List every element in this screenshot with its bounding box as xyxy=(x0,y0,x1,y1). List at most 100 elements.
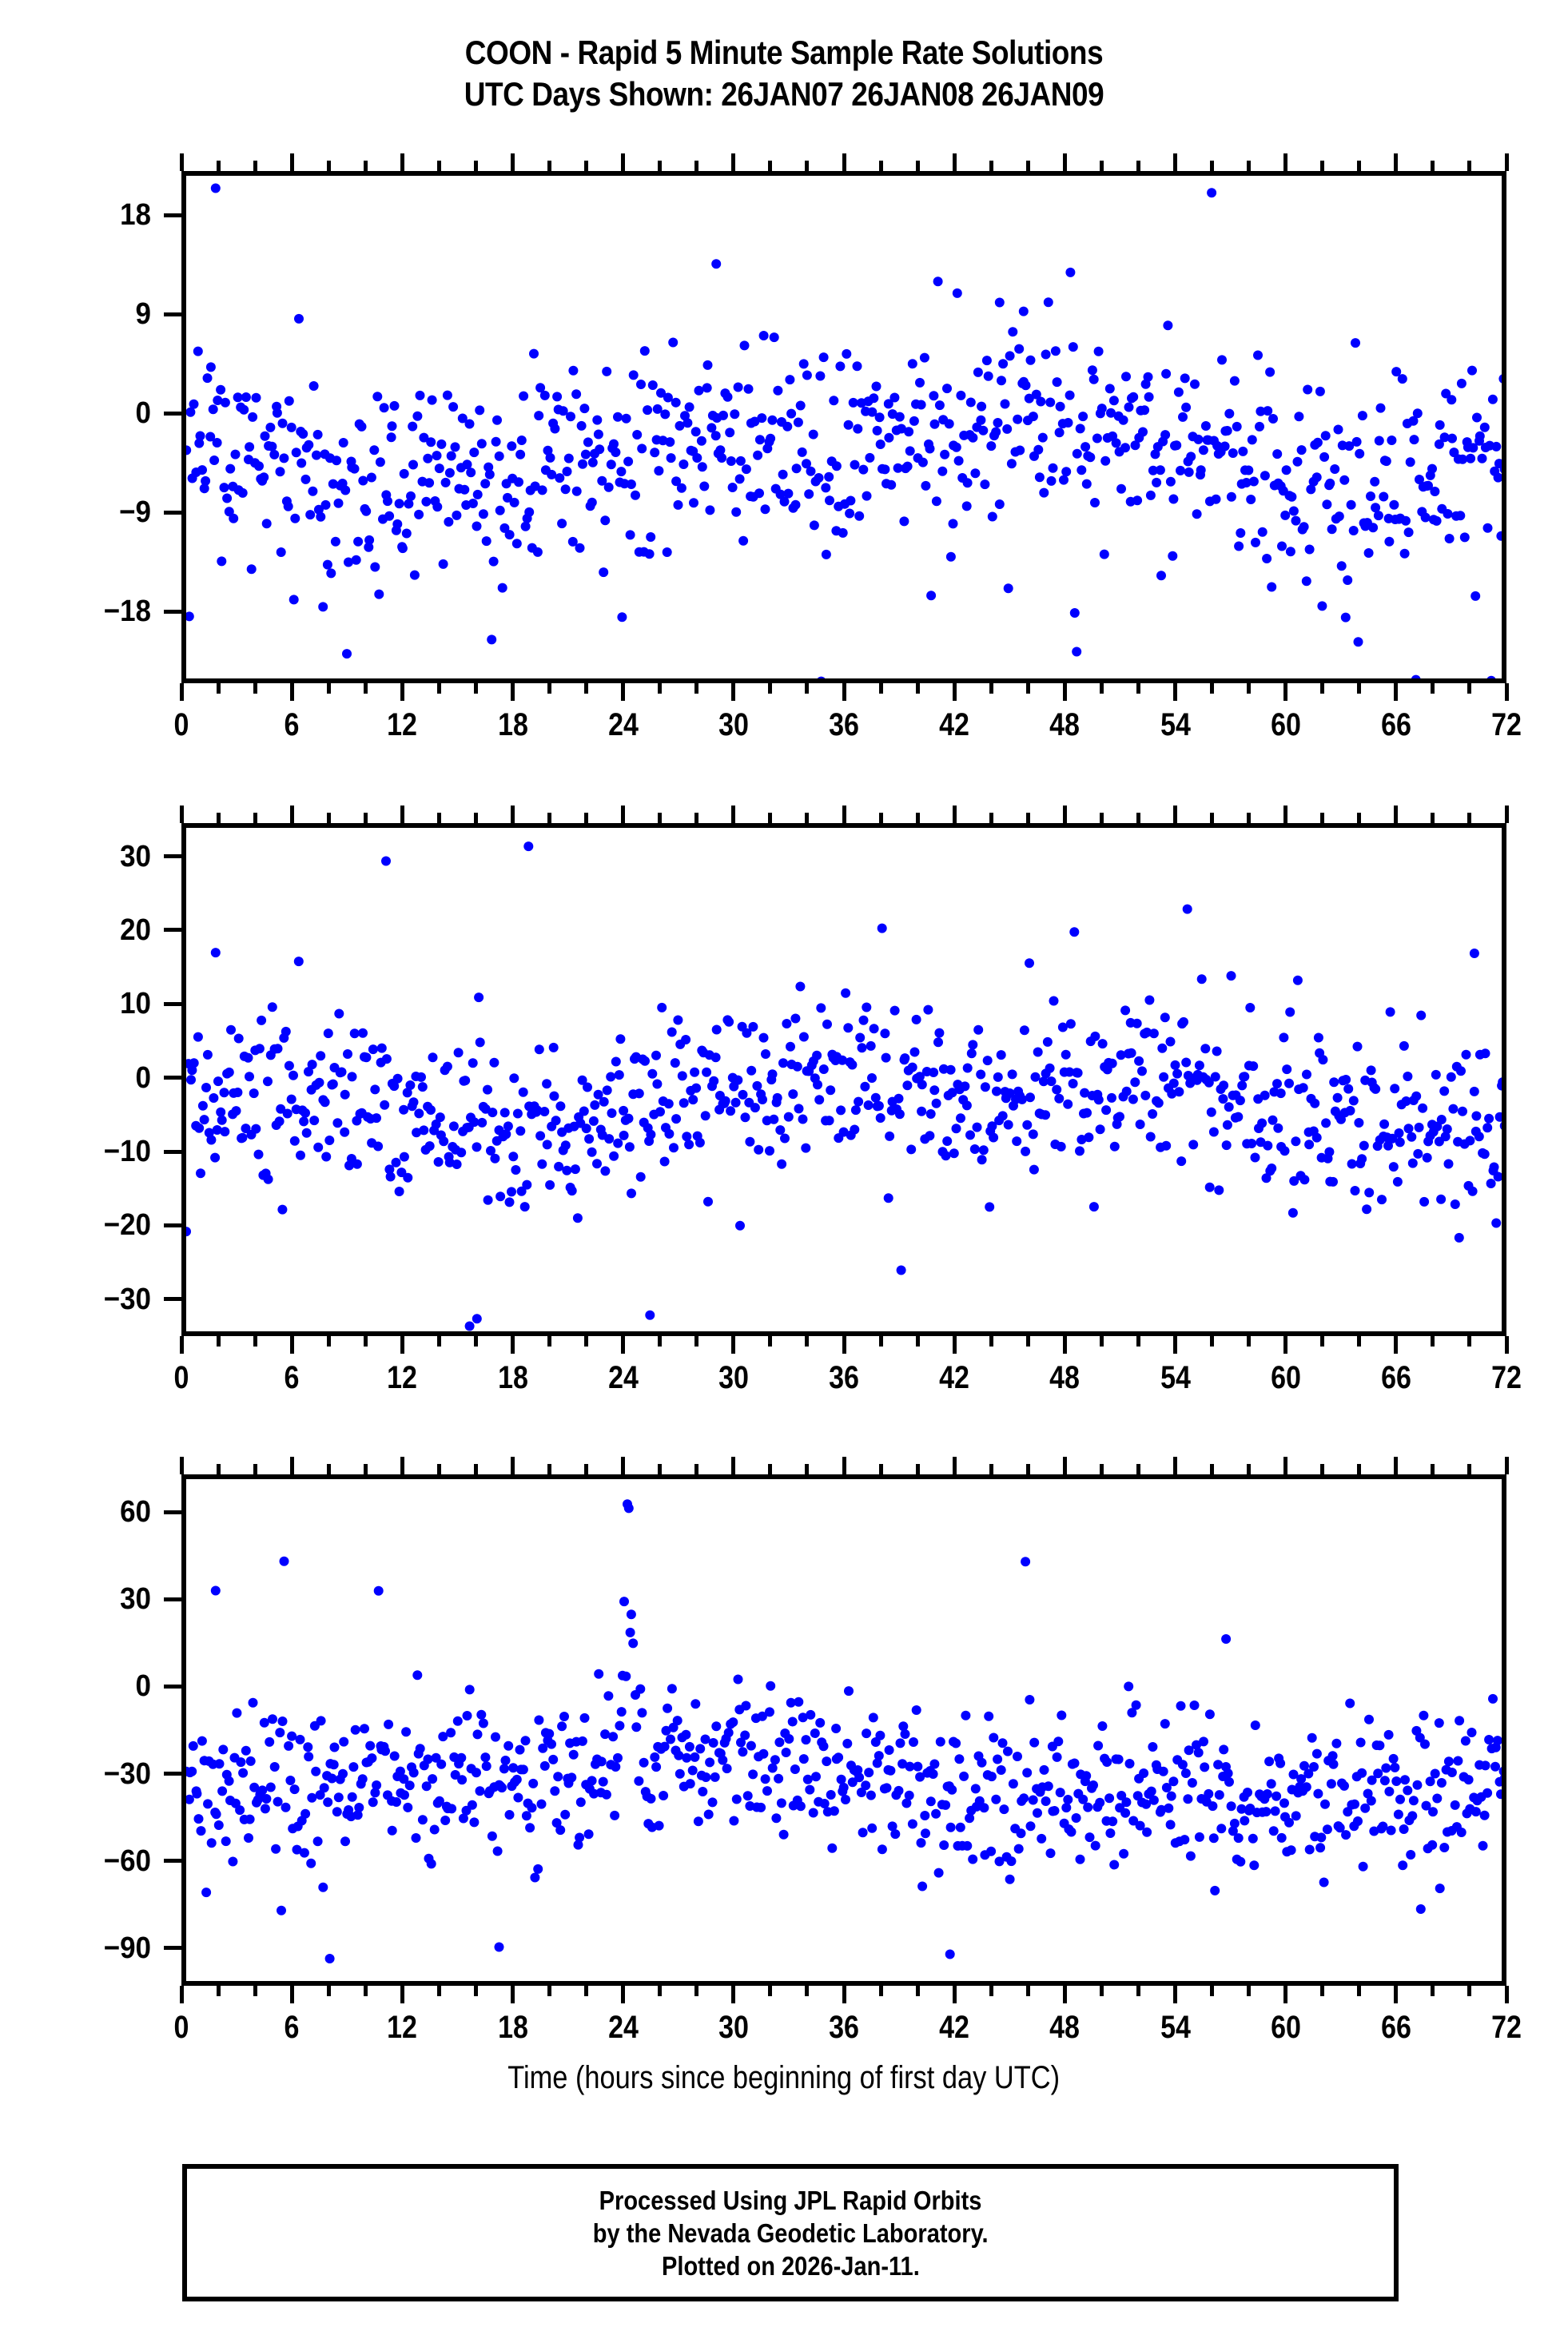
x-tick-up-top-66 xyxy=(1394,1457,1399,1474)
x-tick-north-top-8 xyxy=(326,813,331,823)
x-tick-north-top-30 xyxy=(731,806,736,823)
y-tick-north-0 xyxy=(164,854,181,859)
x-tick-up-top-8 xyxy=(326,1464,331,1474)
x-tick-north-top-26 xyxy=(658,813,663,823)
x-tick-north-bottom-6 xyxy=(289,1336,294,1354)
x-tick-up-bottom-44 xyxy=(989,1986,993,1996)
x-tick-up-bottom-40 xyxy=(915,1986,920,1996)
x-tick-north-bottom-38 xyxy=(878,1336,883,1347)
x-tick-north-bottom-10 xyxy=(363,1336,368,1347)
x-tick-east-bottom-70 xyxy=(1467,683,1472,694)
y-tick-label-up-1: 30 xyxy=(120,1582,151,1617)
x-tick-up-bottom-16 xyxy=(473,1986,478,1996)
x-tick-label-up-3: 18 xyxy=(497,2010,528,2045)
x-tick-up-bottom-24 xyxy=(621,1986,626,2003)
y-tick-label-up-5: −90 xyxy=(103,1931,151,1965)
y-tick-north-3 xyxy=(164,1076,181,1080)
x-tick-up-top-34 xyxy=(805,1464,810,1474)
x-tick-north-bottom-8 xyxy=(326,1336,331,1347)
scatter-series-north xyxy=(186,841,1502,1331)
x-tick-east-top-48 xyxy=(1062,153,1067,171)
x-axis-title: Time (hours since beginning of first day… xyxy=(0,2060,1568,2096)
x-tick-up-top-6 xyxy=(289,1457,294,1474)
x-tick-north-bottom-44 xyxy=(989,1336,993,1347)
x-tick-up-bottom-4 xyxy=(253,1986,257,1996)
x-tick-east-top-52 xyxy=(1136,161,1140,171)
x-tick-east-top-58 xyxy=(1247,161,1252,171)
x-tick-north-top-6 xyxy=(289,806,294,823)
x-tick-up-top-50 xyxy=(1099,1464,1104,1474)
x-tick-east-top-24 xyxy=(621,153,626,171)
x-tick-north-top-12 xyxy=(400,806,404,823)
x-tick-label-up-10: 60 xyxy=(1270,2010,1301,2045)
x-tick-label-north-1: 6 xyxy=(284,1360,300,1395)
x-tick-label-north-3: 18 xyxy=(497,1360,528,1395)
x-tick-east-bottom-48 xyxy=(1062,683,1067,701)
x-tick-up-bottom-20 xyxy=(547,1986,552,1996)
x-tick-label-up-1: 6 xyxy=(284,2010,300,2045)
x-tick-north-bottom-60 xyxy=(1283,1336,1288,1354)
x-tick-east-top-4 xyxy=(253,161,257,171)
x-tick-north-top-72 xyxy=(1504,806,1509,823)
x-tick-label-east-2: 12 xyxy=(387,707,418,742)
x-tick-label-north-0: 0 xyxy=(173,1360,189,1395)
x-tick-north-top-44 xyxy=(989,813,993,823)
footer-line-1: Processed Using JPL Rapid Orbits xyxy=(599,2185,982,2215)
x-tick-up-top-32 xyxy=(768,1464,773,1474)
x-tick-label-east-1: 6 xyxy=(284,707,300,742)
x-tick-up-top-30 xyxy=(731,1457,736,1474)
title-line-1: COON - Rapid 5 Minute Sample Rate Soluti… xyxy=(464,34,1104,71)
x-tick-label-east-7: 42 xyxy=(939,707,970,742)
y-tick-east-3 xyxy=(164,510,181,515)
x-tick-north-top-40 xyxy=(915,813,920,823)
x-tick-label-east-12: 72 xyxy=(1491,707,1522,742)
x-tick-north-top-52 xyxy=(1136,813,1140,823)
x-tick-label-north-5: 30 xyxy=(718,1360,749,1395)
x-tick-east-top-68 xyxy=(1431,161,1435,171)
x-tick-up-top-60 xyxy=(1283,1457,1288,1474)
x-tick-east-bottom-22 xyxy=(584,683,589,694)
x-tick-up-bottom-64 xyxy=(1357,1986,1362,1996)
x-tick-up-bottom-58 xyxy=(1247,1986,1252,1996)
x-tick-north-bottom-36 xyxy=(842,1336,846,1354)
x-tick-up-top-0 xyxy=(179,1457,184,1474)
x-tick-north-top-2 xyxy=(216,813,221,823)
x-tick-east-top-10 xyxy=(363,161,368,171)
x-tick-up-top-38 xyxy=(878,1464,883,1474)
x-tick-up-top-14 xyxy=(436,1464,441,1474)
x-tick-up-bottom-2 xyxy=(216,1986,221,1996)
x-tick-up-top-44 xyxy=(989,1464,993,1474)
scatter-series-east xyxy=(186,183,1502,678)
x-tick-east-bottom-36 xyxy=(842,683,846,701)
x-tick-east-top-62 xyxy=(1320,161,1325,171)
y-tick-label-east-4: −18 xyxy=(103,595,151,629)
x-tick-east-bottom-10 xyxy=(363,683,368,694)
x-tick-up-bottom-62 xyxy=(1320,1986,1325,1996)
x-tick-north-top-62 xyxy=(1320,813,1325,823)
x-tick-east-bottom-38 xyxy=(878,683,883,694)
y-tick-east-2 xyxy=(164,411,181,416)
x-tick-east-top-30 xyxy=(731,153,736,171)
x-tick-up-bottom-52 xyxy=(1136,1986,1140,1996)
x-tick-up-bottom-50 xyxy=(1099,1986,1104,1996)
x-tick-east-top-64 xyxy=(1357,161,1362,171)
x-tick-east-top-20 xyxy=(547,161,552,171)
x-tick-up-top-46 xyxy=(1025,1464,1030,1474)
x-tick-label-up-8: 48 xyxy=(1049,2010,1080,2045)
y-tick-label-north-0: 30 xyxy=(120,839,151,873)
x-tick-east-top-54 xyxy=(1173,153,1177,171)
footer-line-2: by the Nevada Geodetic Laboratory. xyxy=(592,2218,989,2248)
x-tick-label-east-8: 48 xyxy=(1049,707,1080,742)
x-tick-label-up-12: 72 xyxy=(1491,2010,1522,2045)
x-tick-east-top-56 xyxy=(1210,161,1215,171)
y-tick-label-east-3: −9 xyxy=(119,495,151,530)
x-tick-up-bottom-72 xyxy=(1504,1986,1509,2003)
x-tick-north-top-50 xyxy=(1099,813,1104,823)
x-tick-north-top-34 xyxy=(805,813,810,823)
x-tick-up-top-52 xyxy=(1136,1464,1140,1474)
x-tick-up-top-28 xyxy=(694,1464,699,1474)
x-tick-up-bottom-32 xyxy=(768,1986,773,1996)
x-tick-east-bottom-18 xyxy=(511,683,515,701)
x-tick-label-up-7: 42 xyxy=(939,2010,970,2045)
